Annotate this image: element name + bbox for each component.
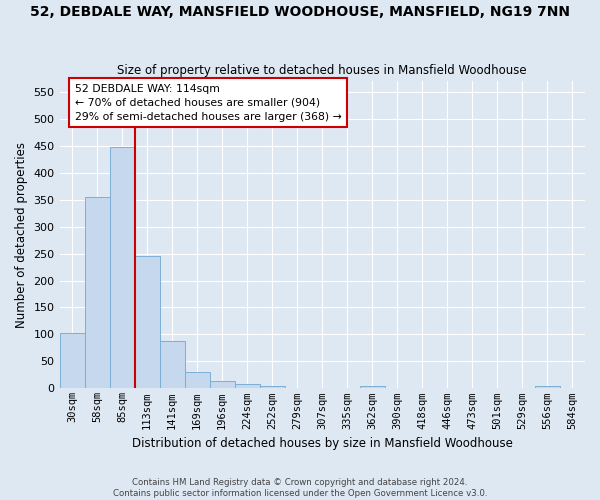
- Y-axis label: Number of detached properties: Number of detached properties: [15, 142, 28, 328]
- Bar: [160, 342, 185, 388]
- Bar: [134, 256, 160, 388]
- Bar: [260, 386, 285, 388]
- Bar: [209, 382, 235, 388]
- Bar: [235, 384, 260, 388]
- Text: Contains HM Land Registry data © Crown copyright and database right 2024.
Contai: Contains HM Land Registry data © Crown c…: [113, 478, 487, 498]
- Title: Size of property relative to detached houses in Mansfield Woodhouse: Size of property relative to detached ho…: [118, 64, 527, 77]
- Bar: [85, 198, 110, 388]
- Text: 52, DEBDALE WAY, MANSFIELD WOODHOUSE, MANSFIELD, NG19 7NN: 52, DEBDALE WAY, MANSFIELD WOODHOUSE, MA…: [30, 5, 570, 19]
- Text: 52 DEBDALE WAY: 114sqm
← 70% of detached houses are smaller (904)
29% of semi-de: 52 DEBDALE WAY: 114sqm ← 70% of detached…: [74, 84, 341, 122]
- X-axis label: Distribution of detached houses by size in Mansfield Woodhouse: Distribution of detached houses by size …: [132, 437, 513, 450]
- Bar: [59, 333, 85, 388]
- Bar: [535, 386, 560, 388]
- Bar: [110, 146, 134, 388]
- Bar: [360, 386, 385, 388]
- Bar: [185, 372, 209, 388]
